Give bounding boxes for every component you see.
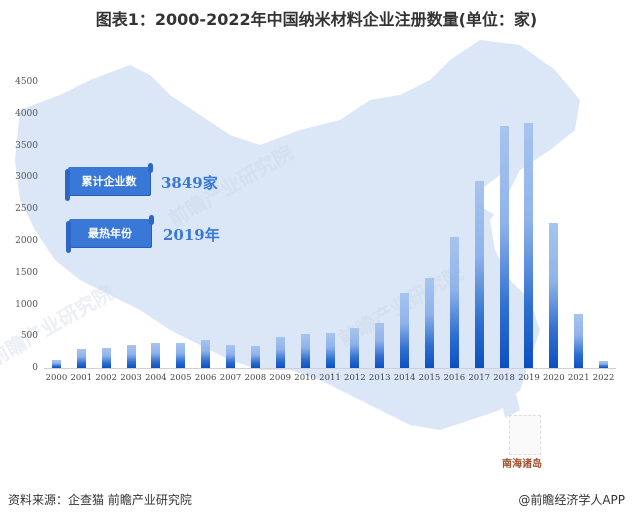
x-tick: 2014 <box>393 373 416 383</box>
x-tick: 2015 <box>418 373 441 383</box>
bar-2009 <box>275 336 285 368</box>
bar-2020 <box>549 223 559 368</box>
x-tick: 2012 <box>344 373 366 383</box>
peak-year-value: 2019年 <box>163 226 220 244</box>
x-tick: 2002 <box>95 373 117 383</box>
bar-2012 <box>350 327 360 368</box>
x-tick: 2006 <box>194 373 217 383</box>
bar-2013 <box>375 322 385 368</box>
bar-2011 <box>325 333 335 368</box>
y-tick: 0 <box>32 363 38 373</box>
bar-2022 <box>599 361 609 368</box>
y-tick: 4500 <box>15 77 38 87</box>
y-tick: 4000 <box>15 109 38 119</box>
x-tick: 2007 <box>219 373 242 383</box>
bar-2017 <box>474 181 484 368</box>
bar-2002 <box>101 347 111 368</box>
bar-2007 <box>226 345 236 368</box>
x-tick: 2010 <box>294 373 316 383</box>
bar-2019 <box>524 123 534 368</box>
x-tick: 2017 <box>468 373 491 383</box>
badge-label: 累计企业数 <box>81 175 137 188</box>
bar-2001 <box>76 348 86 368</box>
bar-2008 <box>250 346 260 368</box>
bar-2015 <box>424 278 434 368</box>
total-enterprises-value: 3849家 <box>161 174 218 192</box>
x-tick: 2008 <box>244 373 267 383</box>
bar-2006 <box>201 340 211 368</box>
x-tick: 2020 <box>542 373 565 383</box>
bar-2014 <box>400 293 410 368</box>
y-tick: 1500 <box>15 268 38 278</box>
x-tick: 2021 <box>567 373 590 383</box>
chart-title: 图表1：2000-2022年中国纳米材料企业注册数量(单位：家) <box>95 10 538 29</box>
bar-2005 <box>176 343 186 368</box>
bar-2021 <box>574 313 584 368</box>
y-tick: 3000 <box>15 172 38 182</box>
y-tick: 1000 <box>15 300 38 310</box>
x-axis-line <box>44 368 616 369</box>
bar-2010 <box>300 334 310 368</box>
peak-year-badge: 最热年份 <box>66 215 154 253</box>
south-sea-islands-label: 南海诸岛 <box>502 459 542 470</box>
bar-2004 <box>151 343 161 368</box>
x-tick: 2005 <box>169 373 192 383</box>
x-tick: 2018 <box>493 373 515 383</box>
total-enterprises-badge: 累计企业数 <box>65 163 153 201</box>
x-tick: 2009 <box>269 373 292 383</box>
x-tick: 2013 <box>368 373 391 383</box>
bar-plot-area <box>44 82 616 368</box>
x-tick: 2016 <box>443 373 466 383</box>
y-tick: 2000 <box>15 236 38 246</box>
bar-2018 <box>499 125 509 368</box>
y-tick: 3500 <box>15 141 38 151</box>
x-tick: 2019 <box>518 373 540 383</box>
bar-2016 <box>449 237 459 368</box>
x-axis-labels: 2000 2001 2002 2003 2004 2005 2006 2007 2008 2009… <box>44 373 616 387</box>
bar-2000 <box>51 360 61 368</box>
bar-2003 <box>126 345 136 368</box>
x-tick: 2003 <box>120 373 142 383</box>
x-tick: 2004 <box>145 373 167 383</box>
x-tick: 2000 <box>45 373 68 383</box>
badge-label: 最热年份 <box>88 227 132 240</box>
y-tick: 2500 <box>15 204 38 214</box>
x-tick: 2022 <box>592 373 615 383</box>
x-tick: 2011 <box>319 373 341 383</box>
brand-credit: @前瞻经济学人APP <box>518 493 625 507</box>
source-note: 资料来源：企查猫 前瞻产业研究院 <box>8 493 192 507</box>
x-tick: 2001 <box>70 373 93 383</box>
y-tick: 500 <box>20 331 38 341</box>
south-sea-islands-inset <box>509 415 541 455</box>
